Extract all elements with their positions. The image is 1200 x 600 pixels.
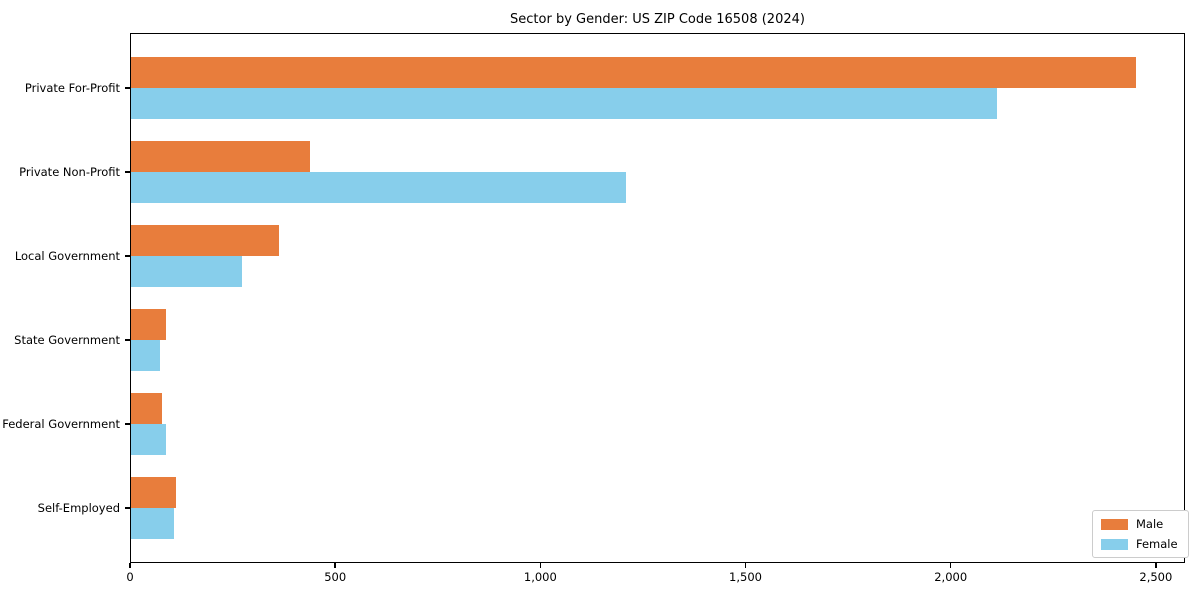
x-tick-mark	[539, 563, 542, 568]
legend-item-female: Female	[1101, 537, 1178, 551]
bar-male-self-employed	[131, 476, 177, 508]
bar-female-self-employed	[131, 507, 175, 539]
x-tick-label-1-000: 1,000	[523, 570, 557, 584]
legend-swatch-female	[1101, 538, 1128, 550]
x-tick-label-2-000: 2,000	[934, 570, 968, 584]
x-tick-mark	[949, 563, 952, 568]
bar-male-state-government	[131, 308, 166, 340]
bar-male-federal-government	[131, 392, 162, 424]
bar-male-private-for-profit	[131, 56, 1137, 88]
legend-label-female: Female	[1136, 537, 1178, 551]
y-tick-mark	[125, 171, 130, 173]
bar-female-federal-government	[131, 423, 166, 455]
x-tick-label-0: 0	[126, 570, 134, 584]
y-tick-mark	[125, 507, 130, 509]
bar-female-private-for-profit	[131, 87, 997, 119]
bar-male-local-government	[131, 224, 279, 256]
x-tick-mark	[744, 563, 747, 568]
y-tick-label-self-employed: Self-Employed	[37, 501, 120, 515]
y-tick-label-federal-government: Federal Government	[2, 417, 120, 431]
y-tick-label-private-for-profit: Private For-Profit	[24, 81, 120, 95]
y-tick-label-private-non-profit: Private Non-Profit	[19, 165, 120, 179]
x-tick-label-2-500: 2,500	[1139, 570, 1173, 584]
y-tick-mark	[125, 423, 130, 425]
bar-male-private-non-profit	[131, 140, 310, 172]
legend-item-male: Male	[1101, 517, 1178, 531]
x-tick-mark	[129, 563, 131, 568]
y-tick-label-local-government: Local Government	[14, 249, 120, 263]
plot-area	[130, 33, 1185, 563]
bar-female-state-government	[131, 339, 160, 371]
x-tick-label-1-500: 1,500	[729, 570, 762, 584]
y-tick-mark	[125, 339, 130, 341]
x-tick-mark	[334, 563, 336, 568]
chart-title: Sector by Gender: US ZIP Code 16508 (202…	[510, 12, 805, 27]
legend: Male Female	[1092, 510, 1189, 558]
bar-female-local-government	[131, 255, 242, 287]
y-tick-mark	[125, 255, 130, 257]
legend-label-male: Male	[1136, 517, 1164, 531]
bar-female-private-non-profit	[131, 171, 626, 203]
x-tick-mark	[1155, 563, 1157, 568]
y-tick-label-state-government: State Government	[14, 333, 120, 347]
x-tick-label-500: 500	[324, 570, 347, 584]
y-tick-mark	[125, 87, 130, 89]
legend-swatch-male	[1101, 518, 1128, 530]
